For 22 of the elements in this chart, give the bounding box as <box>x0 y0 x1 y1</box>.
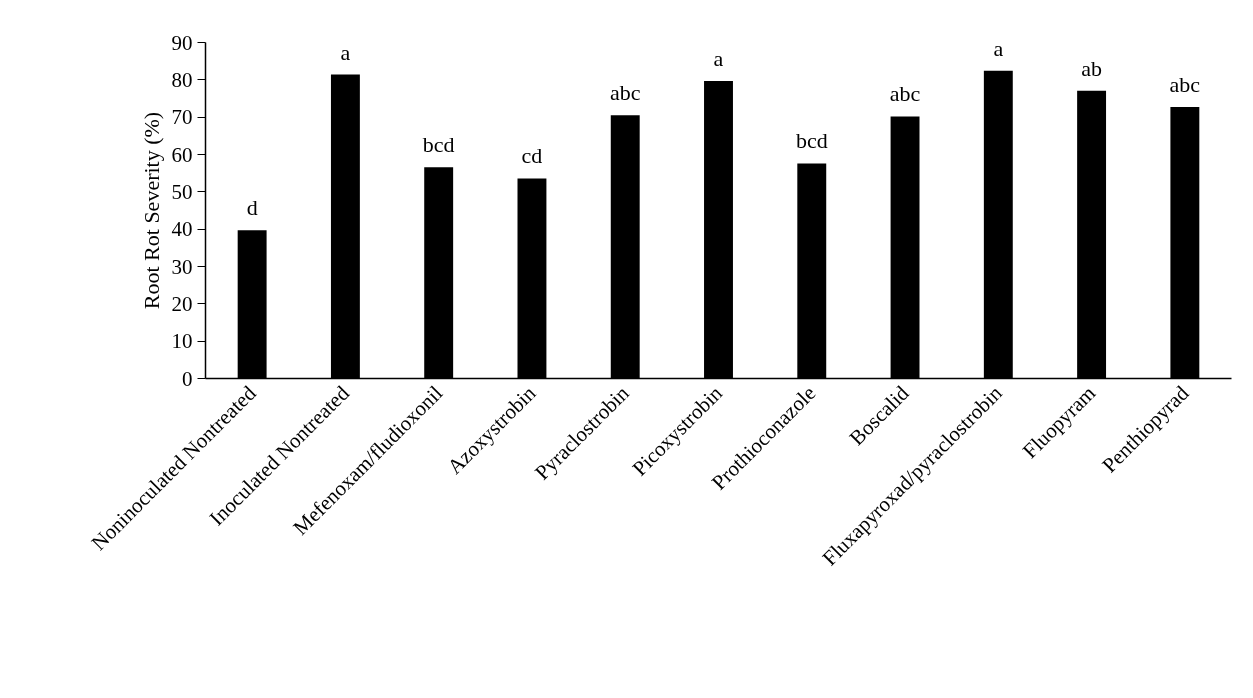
y-tick-label: 80 <box>171 67 193 92</box>
y-axis-title: Root Rot Severity (%) <box>138 111 164 310</box>
annotation: abc <box>1169 72 1201 98</box>
annotation: d <box>246 195 258 221</box>
annotation: a <box>340 39 351 65</box>
annotation: abc <box>889 81 921 107</box>
annotation: ab <box>1081 55 1102 81</box>
y-tick-label: 40 <box>171 217 193 242</box>
y-tick-label: 70 <box>171 105 193 130</box>
y-tick-label: 50 <box>171 179 193 204</box>
annotation: bcd <box>422 132 455 158</box>
y-tick-label: 20 <box>171 291 193 316</box>
y-tick-label: 10 <box>171 329 193 354</box>
annotation: abc <box>609 80 641 106</box>
annotation: a <box>993 35 1004 61</box>
annotation: cd <box>521 143 543 169</box>
y-tick-label: 0 <box>182 366 193 391</box>
y-tick-label: 30 <box>171 254 193 279</box>
annotation: a <box>713 45 724 71</box>
annotation: bcd <box>795 128 828 154</box>
y-tick-label: 60 <box>171 142 193 167</box>
y-tick-label: 90 <box>171 30 193 55</box>
